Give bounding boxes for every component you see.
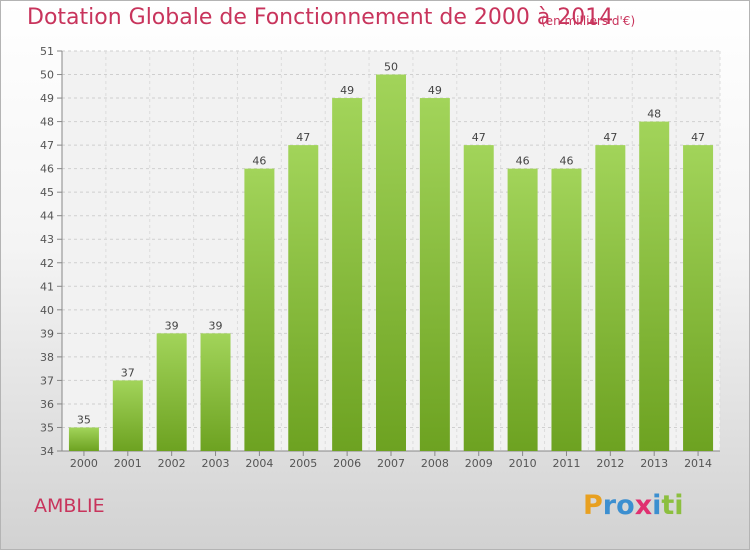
logo-letter: o [616, 490, 635, 521]
x-tick-label: 2001 [114, 457, 142, 470]
y-tick-label: 42 [40, 257, 54, 270]
y-tick-label: 48 [40, 116, 54, 129]
data-label: 50 [384, 61, 398, 74]
data-label: 47 [691, 131, 705, 144]
data-label: 46 [559, 155, 573, 168]
commune-name: AMBLIE [34, 495, 105, 517]
bar [244, 168, 275, 451]
bar [595, 145, 626, 451]
data-label: 37 [121, 366, 135, 379]
logo-letter: t [661, 490, 675, 521]
data-label: 39 [209, 319, 223, 332]
bar [200, 333, 231, 451]
bar [112, 380, 143, 451]
chart-title: Dotation Globale de Fonctionnement de 20… [27, 5, 614, 30]
y-tick-label: 39 [40, 327, 54, 340]
bar [68, 427, 99, 451]
y-tick-label: 37 [40, 374, 54, 387]
x-tick-label: 2003 [202, 457, 230, 470]
data-label: 47 [296, 131, 310, 144]
y-tick-label: 43 [40, 233, 54, 246]
bar [683, 145, 714, 451]
data-label: 48 [647, 108, 661, 121]
y-tick-label: 35 [40, 421, 54, 434]
x-tick-label: 2002 [158, 457, 186, 470]
y-tick-label: 38 [40, 351, 54, 364]
x-tick-label: 2005 [289, 457, 317, 470]
proxiti-logo: Proxiti [583, 490, 684, 521]
bar [551, 168, 582, 451]
logo-letter: P [583, 490, 603, 521]
bar [419, 98, 450, 451]
y-tick-label: 46 [40, 163, 54, 176]
x-tick-label: 2007 [377, 457, 405, 470]
x-tick-label: 2006 [333, 457, 361, 470]
logo-letter: i [652, 490, 662, 521]
data-label: 46 [516, 155, 530, 168]
y-tick-label: 36 [40, 398, 54, 411]
data-label: 35 [77, 413, 91, 426]
y-tick-label: 49 [40, 92, 54, 105]
bar [288, 145, 319, 451]
y-tick-label: 45 [40, 186, 54, 199]
bar [463, 145, 494, 451]
chart-unit: (en milliers d'€) [541, 14, 636, 28]
data-label: 39 [165, 319, 179, 332]
logo-letter: i [674, 490, 684, 521]
data-label: 49 [340, 84, 354, 97]
y-tick-label: 41 [40, 280, 54, 293]
y-tick-label: 44 [40, 210, 54, 223]
data-label: 47 [603, 131, 617, 144]
logo-letter: x [634, 490, 653, 521]
x-tick-label: 2008 [421, 457, 449, 470]
y-tick-label: 50 [40, 69, 54, 82]
x-tick-label: 2013 [640, 457, 668, 470]
bar [507, 168, 538, 451]
x-tick-label: 2004 [245, 457, 273, 470]
y-tick-label: 34 [40, 445, 54, 458]
y-tick-label: 40 [40, 304, 54, 317]
x-tick-label: 2011 [552, 457, 580, 470]
bar [639, 121, 670, 452]
y-tick-label: 51 [40, 45, 54, 58]
data-label: 49 [428, 84, 442, 97]
x-tick-label: 2010 [509, 457, 537, 470]
x-tick-label: 2000 [70, 457, 98, 470]
y-tick-label: 47 [40, 139, 54, 152]
bar [376, 74, 406, 451]
x-tick-label: 2009 [465, 457, 493, 470]
bar [332, 98, 363, 451]
data-label: 47 [472, 131, 486, 144]
x-tick-label: 2014 [684, 457, 712, 470]
logo-letter: r [602, 490, 617, 521]
data-label: 46 [252, 155, 266, 168]
bar [156, 333, 187, 451]
x-tick-label: 2012 [596, 457, 624, 470]
